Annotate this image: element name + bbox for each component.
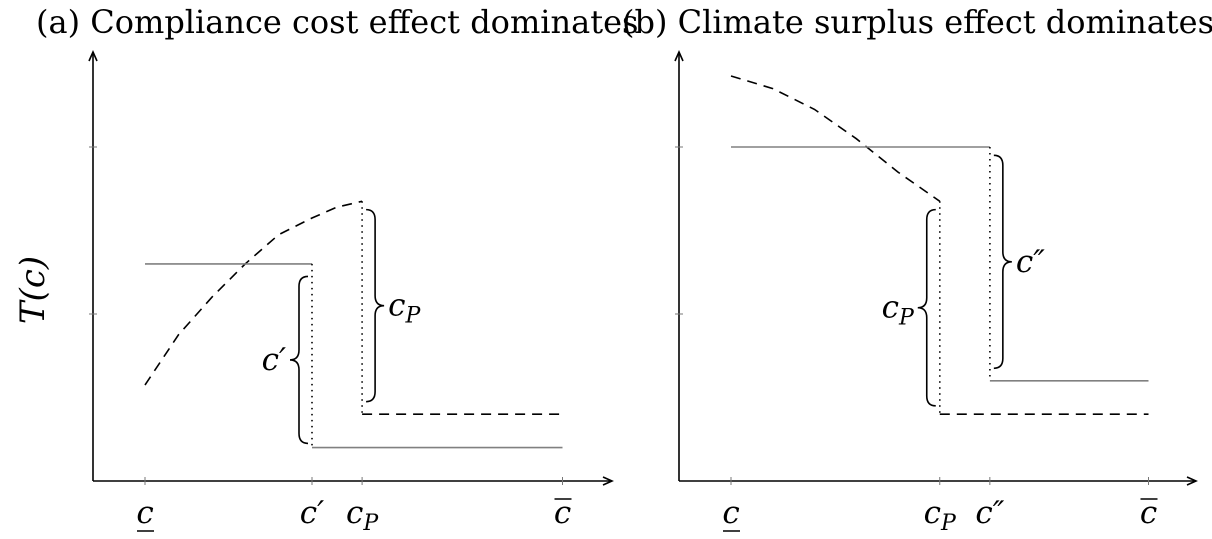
brace-1: [366, 208, 385, 403]
panel-a-title: (a) Compliance cost effect dominates: [36, 3, 638, 41]
y-axis-arrowhead: [88, 50, 98, 62]
y-axis-arrowhead: [674, 50, 684, 62]
x-tick-label: c: [722, 495, 739, 531]
x-tick-label: c′: [300, 495, 324, 531]
panel-a-y-axis-label: T(c): [13, 256, 53, 324]
x-tick-label: c: [1140, 495, 1157, 531]
x-tick-label: c: [554, 495, 571, 531]
brace-0: [289, 275, 309, 445]
brace-label: c′: [262, 342, 286, 378]
brace-label: cP: [388, 288, 421, 329]
brace-label: cP: [882, 290, 915, 331]
brace-1: [993, 154, 1012, 370]
x-tick-label: c″: [975, 495, 1004, 531]
panel-b-plot-area: c cP c″ c cP c″: [674, 50, 1198, 536]
brace-0: [917, 208, 936, 407]
x-axis-arrowhead: [602, 476, 614, 486]
x-tick-label: cP: [924, 495, 957, 536]
brace-label: c″: [1016, 244, 1045, 280]
x-axis-arrowhead: [1186, 476, 1198, 486]
x-tick-label: c: [136, 495, 153, 531]
series-0-dashed: [730, 75, 941, 202]
panel-a-plot-area: c c′ cP c c′ cP: [88, 50, 614, 536]
x-tick-label: cP: [346, 495, 379, 536]
panel-b-title: (b) Climate surplus effect dominates: [622, 3, 1212, 41]
series-0-dashed: [144, 200, 363, 386]
panel-b: (b) Climate surplus effect dominates c cP…: [622, 3, 1212, 536]
panel-a: (a) Compliance cost effect dominates T(c…: [13, 3, 638, 536]
